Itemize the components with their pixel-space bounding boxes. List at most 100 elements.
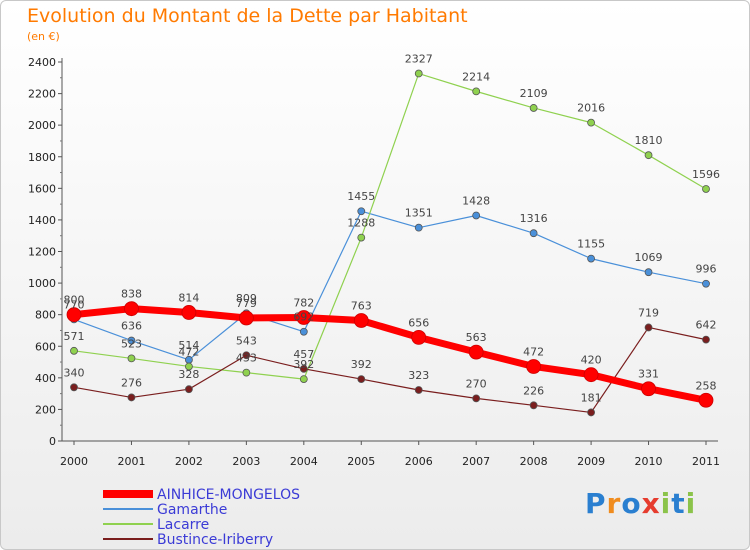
data-point xyxy=(698,392,714,408)
data-label: 1288 xyxy=(347,217,375,230)
chart-title: Evolution du Montant de la Dette par Hab… xyxy=(27,5,468,27)
x-tick-label: 2006 xyxy=(405,455,433,468)
data-label: 1428 xyxy=(462,194,490,207)
data-label: 636 xyxy=(121,320,142,333)
data-label: 226 xyxy=(523,384,544,397)
data-point xyxy=(411,330,427,345)
data-point xyxy=(299,364,308,373)
data-point xyxy=(414,386,423,394)
data-point xyxy=(472,87,481,96)
logo-letter: P xyxy=(585,487,607,520)
data-point xyxy=(587,254,595,263)
data-label: 1155 xyxy=(577,238,605,251)
legend-label: Bustince-Iriberry xyxy=(157,532,273,548)
data-point xyxy=(644,151,653,160)
data-label: 800 xyxy=(64,294,85,307)
data-label: 472 xyxy=(178,345,199,358)
y-tick-label: 0 xyxy=(49,435,56,448)
data-point xyxy=(529,229,538,238)
data-point xyxy=(353,313,369,328)
data-label: 328 xyxy=(178,368,199,381)
data-label: 809 xyxy=(236,292,257,305)
x-tick-label: 2007 xyxy=(462,455,490,468)
series-0 xyxy=(66,301,714,408)
data-label: 514 xyxy=(178,339,199,352)
data-point xyxy=(357,375,366,383)
y-tick-label: 800 xyxy=(35,309,56,322)
data-label: 258 xyxy=(696,379,717,392)
data-label: 270 xyxy=(466,377,487,390)
series-2 xyxy=(70,69,710,383)
data-point xyxy=(185,362,193,371)
series-line xyxy=(73,72,707,380)
chart-subtitle: (en €) xyxy=(27,30,60,43)
data-point xyxy=(299,327,308,336)
data-label: 392 xyxy=(293,358,314,371)
data-point xyxy=(242,351,251,360)
data-label: 642 xyxy=(696,319,717,332)
data-label: 1351 xyxy=(405,207,433,220)
data-point xyxy=(702,185,710,193)
x-tick-label: 2000 xyxy=(60,455,88,468)
data-label: 770 xyxy=(64,298,85,311)
data-label: 2327 xyxy=(405,53,433,66)
data-label: 2109 xyxy=(520,87,548,100)
data-label: 331 xyxy=(638,368,659,381)
data-point xyxy=(472,394,481,403)
data-point xyxy=(641,381,656,397)
legend-label: AINHICE-MONGELOS xyxy=(157,487,300,503)
data-label: 763 xyxy=(351,300,372,313)
data-label: 563 xyxy=(466,331,487,344)
data-label: 472 xyxy=(523,345,544,358)
x-tick-label: 2010 xyxy=(635,455,663,468)
x-tick-label: 2002 xyxy=(175,455,203,468)
data-point xyxy=(472,211,481,220)
data-label: 779 xyxy=(236,297,257,310)
logo-letter: o xyxy=(621,487,642,520)
data-point xyxy=(526,359,542,374)
data-label: 814 xyxy=(178,291,199,304)
data-point xyxy=(644,323,653,332)
data-label: 719 xyxy=(638,306,659,319)
data-label: 838 xyxy=(121,288,142,301)
data-point xyxy=(242,368,251,377)
data-point xyxy=(181,305,197,320)
data-label: 420 xyxy=(581,354,602,367)
logo-letter: r xyxy=(606,487,622,520)
y-tick-label: 2200 xyxy=(28,88,56,101)
y-tick-label: 600 xyxy=(35,340,56,353)
data-labels: 770 636 514 809 692 1455 1351 1428 1316 1155 1069 9… xyxy=(64,53,721,405)
data-point xyxy=(529,401,538,410)
data-label: 782 xyxy=(293,297,314,310)
data-label: 543 xyxy=(236,334,257,347)
data-point xyxy=(357,233,366,242)
data-point xyxy=(587,118,595,127)
data-label: 1596 xyxy=(692,168,720,181)
data-label: 2016 xyxy=(577,102,605,115)
data-point xyxy=(644,268,653,277)
series-layer xyxy=(66,69,714,417)
data-label: 1316 xyxy=(520,212,548,225)
x-tick-label: 2008 xyxy=(520,455,548,468)
series-3 xyxy=(70,323,710,417)
series-line xyxy=(73,210,707,361)
data-point xyxy=(127,354,136,363)
legend: AINHICE-MONGELOSGamartheLacarreBustince-… xyxy=(103,487,300,548)
data-label: 323 xyxy=(408,369,429,382)
data-label: 1069 xyxy=(635,251,663,264)
data-label: 276 xyxy=(121,376,142,389)
y-tick-label: 1000 xyxy=(28,277,56,290)
y-tick-label: 1400 xyxy=(28,214,56,227)
data-point xyxy=(70,383,78,392)
y-tick-label: 1600 xyxy=(28,182,56,195)
logo-letter: x xyxy=(641,487,661,520)
data-point xyxy=(357,207,366,216)
logo-letter: t xyxy=(671,487,686,520)
series-line xyxy=(73,305,707,404)
x-tick-label: 2011 xyxy=(692,455,720,468)
data-point xyxy=(583,367,599,383)
data-point xyxy=(702,279,710,288)
y-tick-label: 2000 xyxy=(28,119,56,132)
